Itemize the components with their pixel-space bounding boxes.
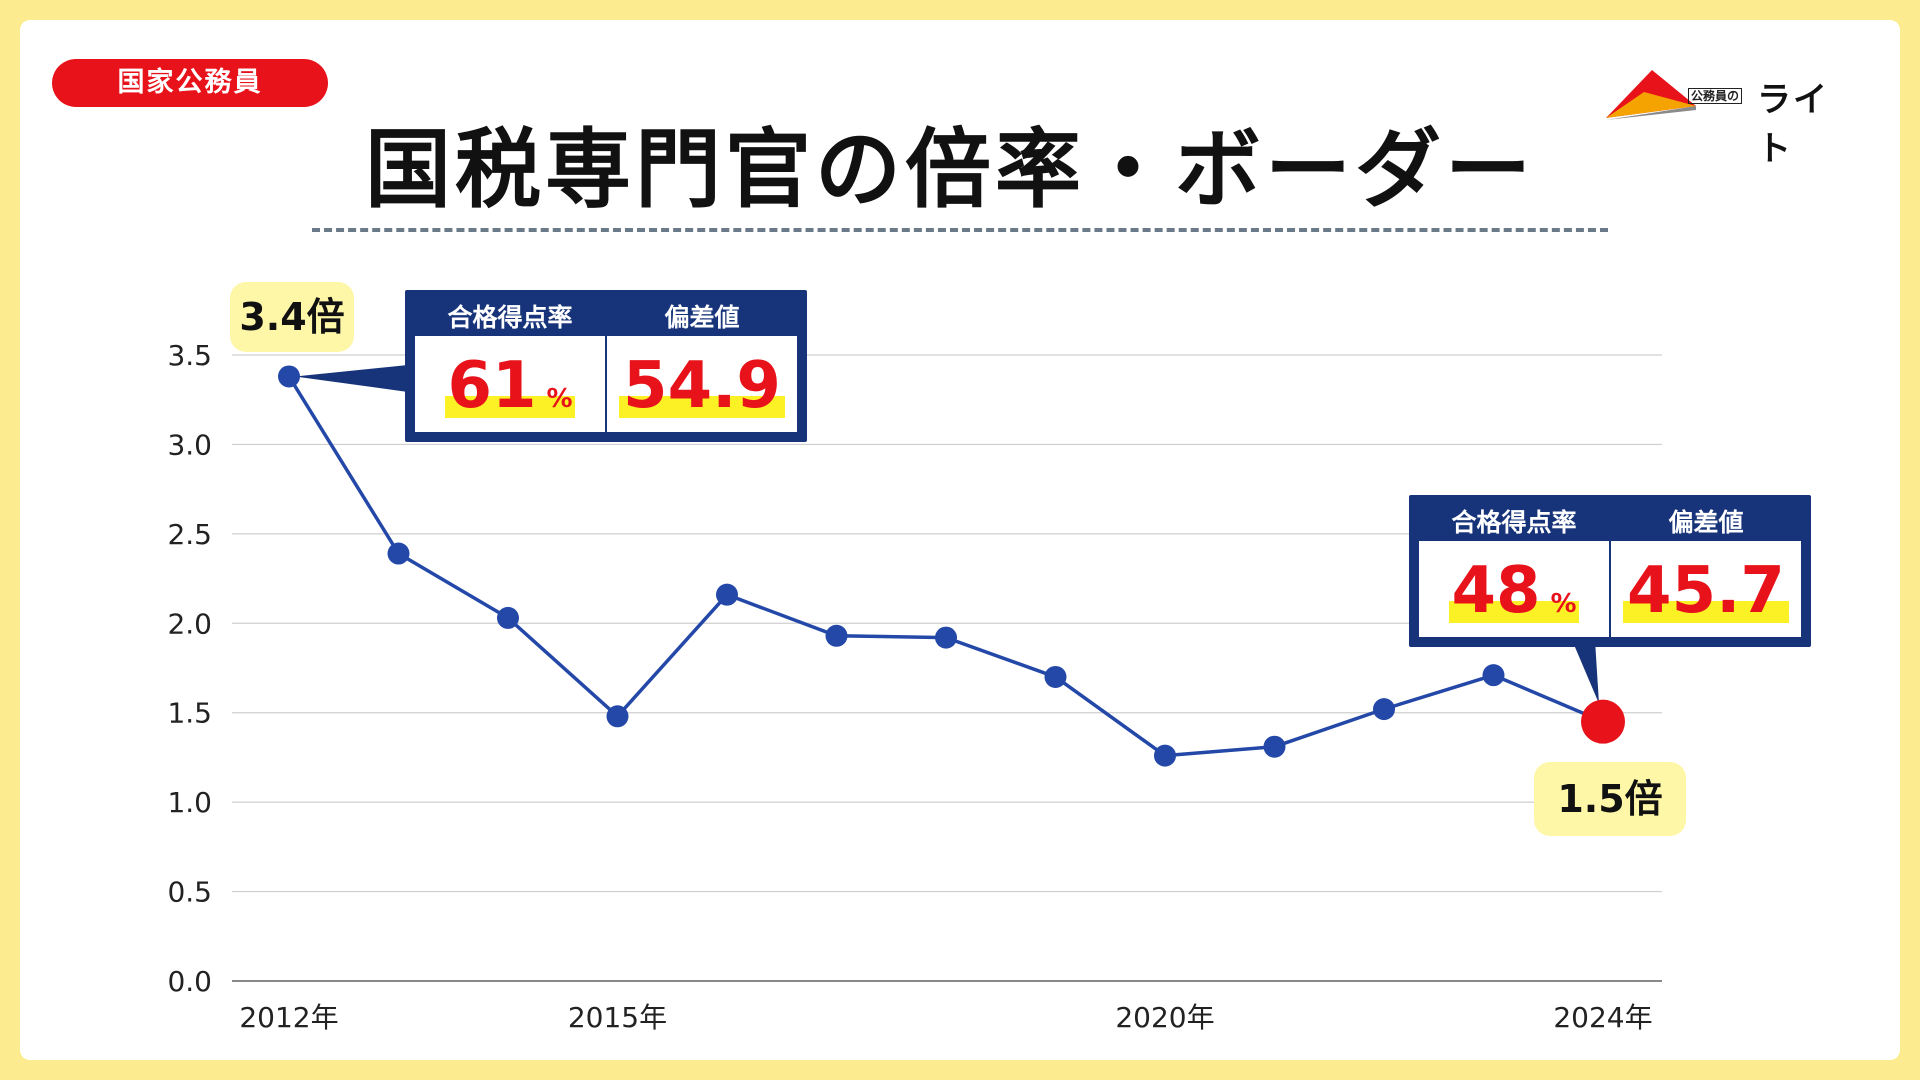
data-point xyxy=(387,542,410,565)
title-divider xyxy=(312,228,1608,232)
highlight-mark xyxy=(619,396,785,418)
data-point xyxy=(1482,664,1505,687)
pass-rate-cell: 61% xyxy=(415,336,605,432)
logo-subtitle: 公務員の xyxy=(1688,88,1743,104)
data-point xyxy=(1581,699,1625,744)
callout-pointer-2012 xyxy=(295,365,408,392)
data-point xyxy=(606,705,629,728)
x-tick-label: 2015年 xyxy=(568,1001,667,1034)
ratio-label-2024: 1.5倍 xyxy=(1534,762,1686,836)
mountain-logo-icon xyxy=(1606,70,1696,120)
pass-rate-cell: 48% xyxy=(1419,541,1609,637)
y-tick-label: 3.5 xyxy=(167,339,212,372)
pass-rate-header: 合格得点率 xyxy=(1451,508,1577,537)
callout-pointer-2024 xyxy=(1572,640,1599,704)
data-point xyxy=(935,626,957,649)
ratio-label-2012: 3.4倍 xyxy=(230,282,354,352)
y-axis-ticks: 0.0 0.5 1.0 1.5 2.0 2.5 3.0 3.5 xyxy=(167,339,212,998)
pass-rate-header: 合格得点率 xyxy=(447,303,573,332)
data-point xyxy=(1154,744,1176,767)
x-tick-label: 2012年 xyxy=(239,1001,338,1034)
data-point xyxy=(716,583,738,606)
deviation-value: 45.7 xyxy=(1627,554,1785,628)
y-tick-label: 1.5 xyxy=(167,697,212,730)
logo-title: ライト xyxy=(1757,80,1829,169)
pass-rate-value: 48% xyxy=(1451,554,1577,628)
pass-rate-value: 61% xyxy=(447,349,573,423)
y-tick-label: 2.5 xyxy=(167,518,212,551)
y-tick-label: 1.0 xyxy=(167,786,212,819)
score-box-2012: 合格得点率 偏差値 61% 54.9 xyxy=(405,290,807,442)
brand-logo: 公務員の ライト xyxy=(1604,64,1854,169)
grid-lines xyxy=(232,354,1662,982)
data-point xyxy=(1373,698,1395,721)
deviation-header: 偏差値 xyxy=(1668,508,1744,537)
highlight-mark xyxy=(1623,601,1789,623)
data-point xyxy=(497,606,519,629)
data-point xyxy=(1044,665,1067,688)
x-tick-label: 2024年 xyxy=(1553,1001,1652,1034)
callout-pointers xyxy=(295,365,1599,704)
y-tick-label: 0.0 xyxy=(167,965,212,998)
y-tick-label: 3.0 xyxy=(167,428,212,461)
deviation-cell: 45.7 xyxy=(1611,541,1801,637)
y-tick-label: 2.0 xyxy=(167,607,212,640)
highlight-mark xyxy=(445,396,575,418)
data-point xyxy=(278,365,300,388)
deviation-value: 54.9 xyxy=(623,349,781,423)
y-tick-label: 0.5 xyxy=(167,876,212,909)
score-box-2024: 合格得点率 偏差値 48% 45.7 xyxy=(1409,495,1811,647)
highlight-mark xyxy=(1449,601,1579,623)
series-ratio xyxy=(278,365,1625,767)
page-title: 国税専門官の倍率・ボーダー xyxy=(365,120,1535,220)
data-point xyxy=(1263,735,1286,758)
x-axis-ticks: 2012年 2015年 2020年 2024年 xyxy=(239,1001,1652,1034)
deviation-header: 偏差値 xyxy=(664,303,740,332)
deviation-cell: 54.9 xyxy=(607,336,797,432)
category-badge: 国家公務員 xyxy=(52,59,328,107)
x-tick-label: 2020年 xyxy=(1115,1001,1214,1034)
data-point xyxy=(825,624,848,647)
